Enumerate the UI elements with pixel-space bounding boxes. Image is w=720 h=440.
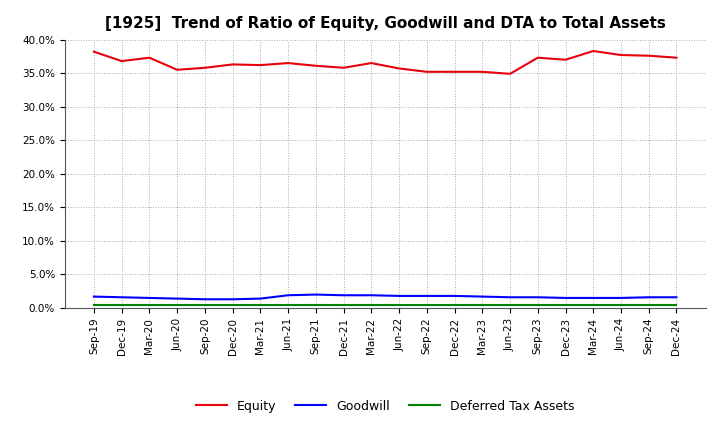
Goodwill [644, 295, 653, 300]
Goodwill [284, 293, 292, 298]
Goodwill [339, 293, 348, 298]
Deferred Tax Assets [423, 302, 431, 307]
Deferred Tax Assets [339, 302, 348, 307]
Deferred Tax Assets [589, 302, 598, 307]
Equity [339, 65, 348, 70]
Equity [672, 55, 681, 60]
Goodwill [505, 295, 514, 300]
Equity [312, 63, 320, 68]
Deferred Tax Assets [450, 302, 459, 307]
Equity [173, 67, 181, 73]
Equity [145, 55, 154, 60]
Goodwill [173, 296, 181, 301]
Deferred Tax Assets [561, 302, 570, 307]
Deferred Tax Assets [284, 302, 292, 307]
Deferred Tax Assets [534, 302, 542, 307]
Deferred Tax Assets [173, 302, 181, 307]
Equity [367, 60, 376, 66]
Equity [423, 69, 431, 74]
Deferred Tax Assets [367, 302, 376, 307]
Goodwill [589, 295, 598, 301]
Deferred Tax Assets [228, 302, 237, 307]
Equity [228, 62, 237, 67]
Goodwill [478, 294, 487, 299]
Equity [505, 71, 514, 77]
Equity [478, 69, 487, 74]
Goodwill [89, 294, 98, 299]
Title: [1925]  Trend of Ratio of Equity, Goodwill and DTA to Total Assets: [1925] Trend of Ratio of Equity, Goodwil… [105, 16, 665, 32]
Goodwill [450, 293, 459, 299]
Equity [201, 65, 210, 70]
Goodwill [228, 297, 237, 302]
Deferred Tax Assets [644, 302, 653, 307]
Deferred Tax Assets [395, 302, 403, 307]
Equity [616, 52, 625, 58]
Deferred Tax Assets [312, 302, 320, 307]
Deferred Tax Assets [117, 302, 126, 307]
Goodwill [201, 297, 210, 302]
Equity [284, 60, 292, 66]
Goodwill [561, 295, 570, 301]
Goodwill [145, 295, 154, 301]
Equity [644, 53, 653, 59]
Goodwill [534, 295, 542, 300]
Equity [561, 57, 570, 62]
Equity [395, 66, 403, 71]
Line: Goodwill: Goodwill [94, 295, 677, 299]
Deferred Tax Assets [478, 302, 487, 307]
Equity [534, 55, 542, 60]
Goodwill [312, 292, 320, 297]
Deferred Tax Assets [672, 302, 681, 307]
Goodwill [117, 295, 126, 300]
Goodwill [423, 293, 431, 299]
Equity [117, 59, 126, 64]
Equity [256, 62, 265, 68]
Goodwill [672, 295, 681, 300]
Deferred Tax Assets [256, 302, 265, 307]
Equity [450, 69, 459, 74]
Deferred Tax Assets [201, 302, 210, 307]
Line: Equity: Equity [94, 51, 677, 74]
Deferred Tax Assets [89, 302, 98, 307]
Goodwill [616, 295, 625, 301]
Deferred Tax Assets [505, 302, 514, 307]
Equity [89, 49, 98, 54]
Deferred Tax Assets [145, 302, 154, 307]
Goodwill [367, 293, 376, 298]
Equity [589, 48, 598, 54]
Goodwill [395, 293, 403, 299]
Goodwill [256, 296, 265, 301]
Legend: Equity, Goodwill, Deferred Tax Assets: Equity, Goodwill, Deferred Tax Assets [191, 395, 580, 418]
Deferred Tax Assets [616, 302, 625, 307]
